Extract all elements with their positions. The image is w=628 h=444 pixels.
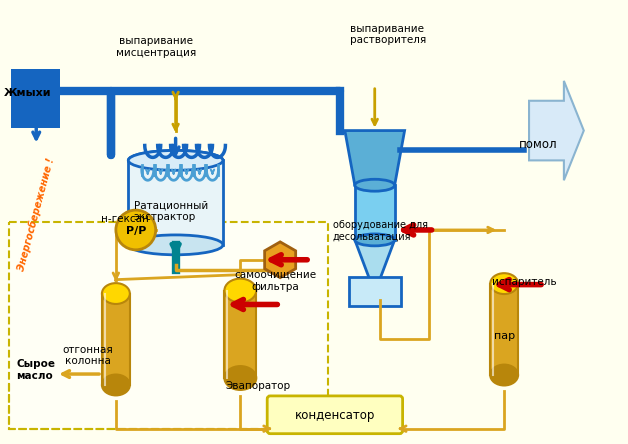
Text: выпаривание
растворителя: выпаривание растворителя [350,24,426,45]
Ellipse shape [102,283,130,304]
Ellipse shape [128,235,223,255]
Text: самоочищение
фильтра: самоочищение фильтра [234,270,317,292]
Circle shape [116,210,156,250]
FancyBboxPatch shape [490,284,518,375]
FancyBboxPatch shape [11,69,60,127]
Text: пар: пар [494,331,516,341]
Text: отгонная
колонна: отгонная колонна [63,345,114,366]
Polygon shape [128,160,223,245]
Ellipse shape [224,279,256,302]
Ellipse shape [128,151,223,170]
Text: Ратационный
экстрактор: Ратационный экстрактор [134,200,208,222]
Text: конденсатор: конденсатор [295,409,375,422]
FancyBboxPatch shape [224,290,256,378]
Text: испаритель: испаритель [492,277,557,287]
Ellipse shape [490,365,518,385]
Text: помол: помол [519,139,558,151]
FancyBboxPatch shape [267,396,403,434]
Polygon shape [529,81,584,180]
Polygon shape [355,185,394,240]
Text: Энергосбережение !: Энергосбережение ! [16,156,57,272]
FancyBboxPatch shape [102,293,130,385]
Text: Эвапоратор: Эвапоратор [225,381,291,391]
Ellipse shape [490,273,518,294]
Ellipse shape [355,179,394,191]
Ellipse shape [128,151,223,170]
Text: Жмыхи: Жмыхи [3,88,51,98]
Ellipse shape [102,375,130,396]
FancyBboxPatch shape [349,277,401,306]
Polygon shape [355,240,394,280]
Text: выпаривание
мисцентрация: выпаривание мисцентрация [116,36,196,58]
Text: н-гексан: н-гексан [101,214,149,224]
Ellipse shape [224,366,256,390]
FancyBboxPatch shape [9,222,328,429]
Text: P/P: P/P [126,226,146,236]
Text: оборудование для
десольватация: оборудование для десольватация [333,220,428,242]
Ellipse shape [355,234,394,246]
Text: Сырое
масло: Сырое масло [16,359,55,381]
Polygon shape [345,131,404,185]
